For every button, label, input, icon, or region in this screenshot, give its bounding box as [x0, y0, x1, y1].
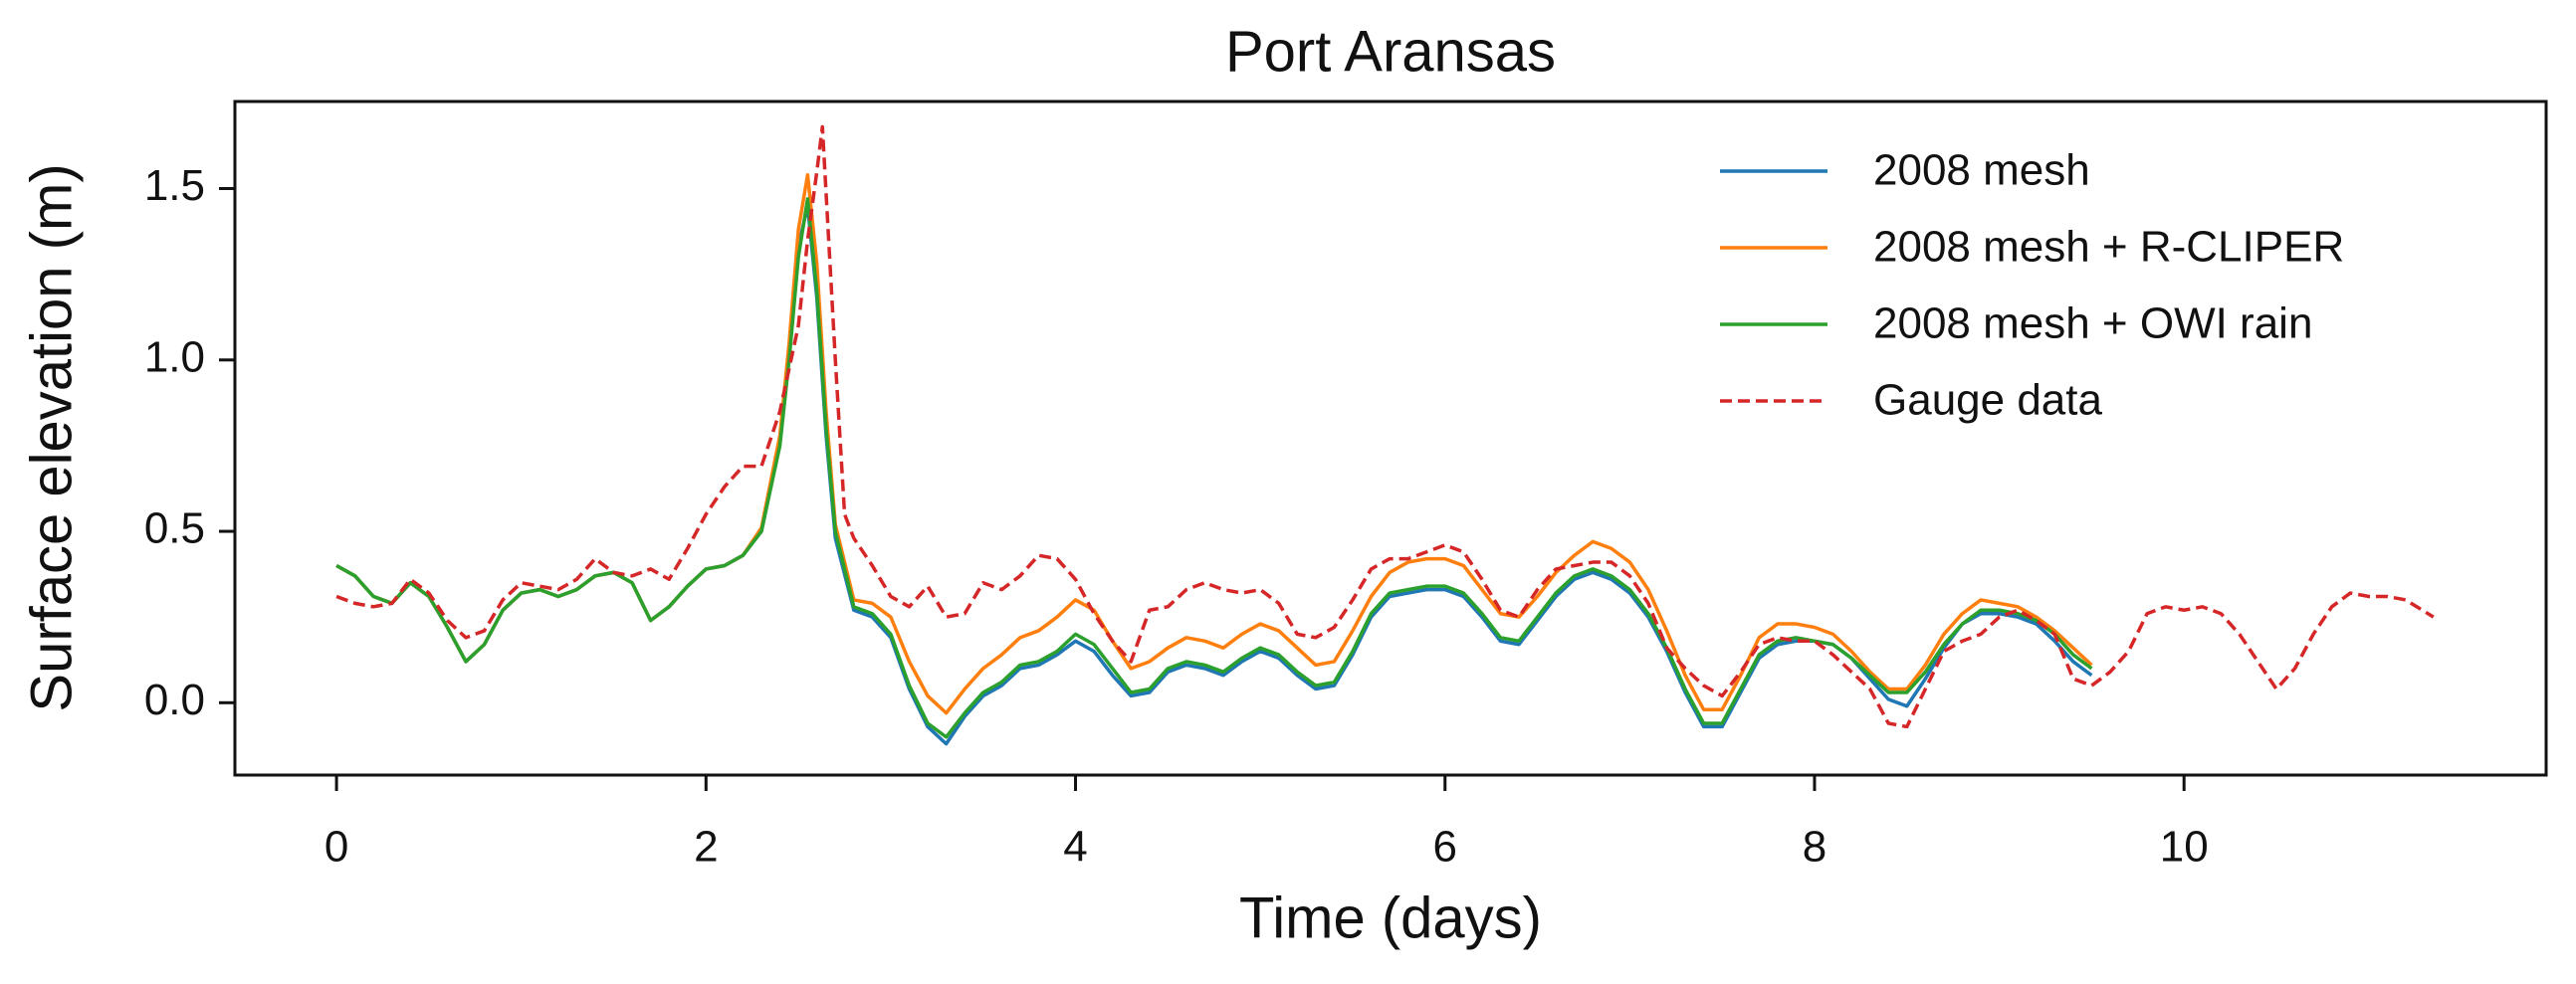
x-tick-label: 10	[2160, 823, 2209, 872]
x-tick-label: 8	[1803, 823, 1826, 872]
legend-label: 2008 mesh	[1873, 146, 2090, 195]
y-axis-label: Surface elevation (m)	[19, 163, 84, 711]
x-tick-label: 6	[1433, 823, 1457, 872]
y-tick-label: 1.5	[144, 161, 205, 210]
legend-label: 2008 mesh + R-CLIPER	[1873, 223, 2344, 272]
y-tick-label: 1.0	[144, 332, 205, 381]
y-tick-label: 0.5	[144, 504, 205, 553]
chart-title: Port Aransas	[1225, 19, 1556, 84]
legend-label: Gauge data	[1873, 376, 2102, 425]
x-tick-label: 4	[1063, 823, 1087, 872]
series-line	[335, 124, 2435, 729]
x-tick-label: 0	[324, 823, 348, 872]
x-axis-label: Time (days)	[1239, 886, 1542, 950]
x-tick-label: 2	[694, 823, 718, 872]
legend-label: 2008 mesh + OWI rain	[1873, 299, 2312, 348]
y-tick-label: 0.0	[144, 676, 205, 724]
plot-frame	[233, 99, 2548, 777]
